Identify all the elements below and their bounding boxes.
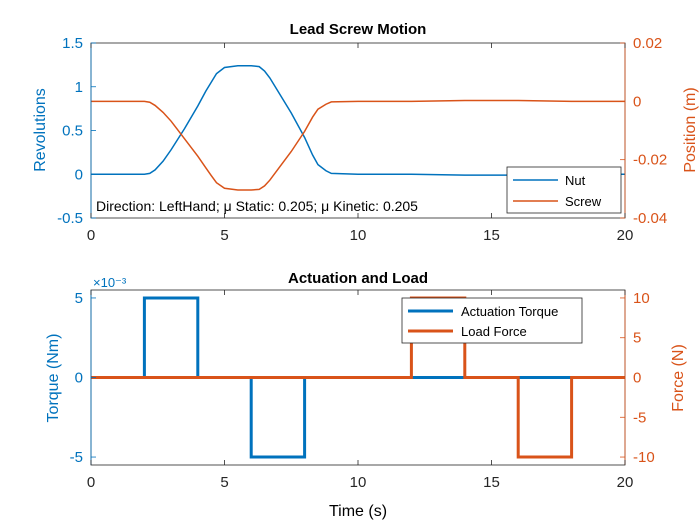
bottom-x-tick-label: 20 [617, 474, 634, 491]
bottom-chart-title: Actuation and Load [288, 270, 428, 287]
bottom-left-y-tick-label: 5 [75, 290, 83, 307]
top-left-y-tick-label: 0.5 [62, 123, 83, 140]
top-x-tick-label: 10 [350, 227, 367, 244]
top-x-tick-label: 15 [483, 227, 500, 244]
legend-label-actuation-torque: Actuation Torque [461, 304, 558, 319]
top-x-tick-label: 0 [87, 227, 95, 244]
bottom-x-tick-label: 10 [350, 474, 367, 491]
bottom-x-tick-label: 5 [220, 474, 228, 491]
top-x-tick-label: 20 [617, 227, 634, 244]
top-right-y-tick-label: 0 [633, 93, 641, 110]
bottom-right-y-tick-label: -5 [633, 409, 646, 426]
bottom-legend-box [401, 297, 583, 344]
legend-label-load-force: Load Force [461, 324, 527, 339]
bottom-left-axis-label: Torque (Nm) [45, 334, 62, 423]
top-x-tick-label: 5 [220, 227, 228, 244]
bottom-right-y-tick-label: 10 [633, 290, 650, 307]
bottom-left-y-tick-label: -5 [70, 449, 83, 466]
top-left-axis-label: Revolutions [32, 88, 49, 172]
top-right-axis-label: Position (m) [682, 87, 699, 172]
bottom-right-y-tick-label: 5 [633, 330, 641, 347]
top-right-y-tick-label: -0.04 [633, 210, 667, 227]
bottom-right-y-tick-label: -10 [633, 449, 655, 466]
top-left-y-tick-label: 1.5 [62, 35, 83, 52]
top-series-nut [91, 65, 625, 176]
top-right-y-tick-label: -0.02 [633, 152, 667, 169]
top-left-y-tick-label: 0 [75, 166, 83, 183]
top-series-layer [91, 65, 625, 191]
top-right-y-tick-label: 0.02 [633, 35, 662, 52]
bottom-left-y-tick-label: 0 [75, 370, 83, 387]
top-legend: Nut Screw [506, 166, 622, 214]
bottom-x-tick-label: 0 [87, 474, 95, 491]
top-left-y-tick-label: -0.5 [57, 210, 83, 227]
bottom-x-tick-label: 15 [483, 474, 500, 491]
legend-label-nut: Nut [565, 173, 586, 188]
bottom-right-y-tick-label: 0 [633, 370, 641, 387]
legend-label-screw: Screw [565, 194, 602, 209]
top-series-screw [91, 99, 625, 191]
bottom-x-axis-label: Time (s) [329, 503, 387, 520]
bottom-right-axis-label: Force (N) [670, 344, 687, 412]
top-chart-title: Lead Screw Motion [290, 21, 427, 38]
bottom-legend: Actuation Torque Load Force [401, 297, 583, 344]
top-annotation: Direction: LeftHand; μ Static: 0.205; μ … [96, 198, 418, 214]
top-legend-box [506, 166, 622, 214]
top-left-y-tick-label: 1 [75, 79, 83, 96]
bottom-y-exponent-label: ×10⁻³ [93, 275, 127, 290]
